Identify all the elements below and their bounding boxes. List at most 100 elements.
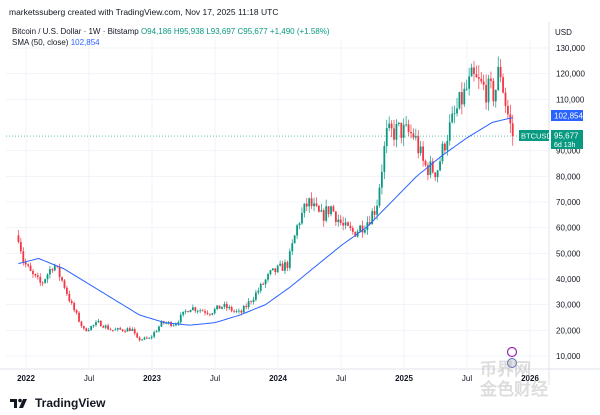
candle: [172, 323, 175, 327]
candle: [102, 324, 105, 329]
candle: [221, 306, 223, 310]
candle: [238, 308, 240, 314]
ticker-badge: BTCUSD: [521, 132, 552, 141]
candle: [276, 264, 279, 273]
candle: [334, 210, 337, 227]
candle: [68, 290, 71, 303]
sma-legend[interactable]: SMA (50, close) 102,854: [12, 38, 100, 47]
time-tick-label: 2023: [143, 374, 161, 383]
candle: [121, 329, 124, 333]
symbol-legend[interactable]: Bitcoin / U.S. Dollar · 1W · Bitstamp O9…: [12, 27, 330, 36]
candle: [252, 296, 255, 305]
time-axis[interactable]: 2022 Jul 2023 Jul 2024 Jul 2025 Jul 2026: [17, 374, 539, 383]
candle: [150, 334, 153, 340]
candle: [308, 197, 311, 213]
candle: [410, 124, 412, 139]
price-tick-label: 30,000: [556, 301, 581, 310]
candles-series: [17, 56, 514, 342]
candle: [412, 128, 415, 141]
candle: [158, 325, 160, 333]
price-tick-label: 130,000: [556, 44, 585, 53]
candle: [92, 324, 95, 329]
candle: [429, 155, 432, 179]
candle: [458, 91, 461, 110]
candle: [378, 183, 381, 208]
candle: [70, 299, 73, 305]
candle: [383, 141, 386, 180]
price-axis[interactable]: 10,000 20,000 30,000 40,000 50,000 60,000 70,0…: [0, 22, 600, 385]
candle: [257, 287, 260, 295]
candle: [390, 120, 393, 138]
candle: [225, 301, 228, 312]
candle: [78, 311, 80, 323]
candle: [354, 231, 357, 238]
candle: [24, 258, 27, 268]
price-badge: 95,677: [554, 132, 579, 141]
candle: [211, 313, 214, 316]
candle: [250, 300, 252, 305]
candle: [427, 162, 429, 181]
candle: [487, 74, 490, 111]
candle: [175, 322, 177, 327]
price-badge-bg: [551, 130, 583, 149]
candle: [296, 223, 298, 239]
candle: [129, 326, 131, 332]
candle: [490, 71, 492, 89]
candle: [313, 197, 315, 212]
candle: [58, 263, 61, 281]
candle: [255, 290, 257, 302]
candle: [456, 97, 458, 117]
candle: [414, 128, 417, 141]
candle: [271, 268, 274, 271]
candle: [485, 74, 487, 110]
candle: [85, 327, 88, 332]
candle: [325, 199, 328, 223]
candle: [90, 325, 93, 331]
candle: [385, 119, 388, 154]
candle: [233, 309, 235, 314]
currency-label[interactable]: USD: [555, 28, 572, 37]
price-tick-label: 80,000: [556, 172, 581, 181]
candle: [206, 310, 209, 316]
candle: [141, 339, 143, 341]
candle: [143, 336, 146, 341]
event-icon: [506, 346, 518, 358]
candle: [36, 272, 39, 280]
candle: [417, 130, 420, 159]
price-tick-label: 20,000: [556, 326, 581, 335]
time-tick-label: Jul: [336, 374, 346, 383]
candle: [133, 327, 136, 336]
candle: [286, 260, 289, 272]
candle: [288, 248, 291, 271]
candle: [492, 77, 495, 107]
price-tick-label: 10,000: [556, 352, 581, 361]
candle: [267, 272, 269, 283]
candle: [95, 320, 97, 327]
candle: [332, 204, 335, 212]
candle: [310, 192, 313, 210]
candle: [235, 309, 238, 314]
candle: [189, 309, 192, 313]
price-tick-label: 70,000: [556, 198, 581, 207]
candle: [41, 281, 44, 287]
candle: [504, 87, 507, 113]
tradingview-brand: TradingView: [35, 396, 106, 410]
candle: [431, 157, 434, 174]
symbol-name: Bitcoin / U.S. Dollar · 1W · Bitstamp: [12, 27, 139, 36]
sma-label: SMA (50, close): [12, 38, 69, 47]
candle: [262, 282, 265, 286]
candle: [184, 309, 187, 315]
price-tick-label: 60,000: [556, 224, 581, 233]
event-icons[interactable]: [506, 346, 518, 368]
candle: [279, 260, 282, 267]
candle: [170, 321, 172, 328]
candle: [342, 216, 345, 231]
sma-line: [18, 117, 513, 326]
candle: [436, 169, 439, 183]
candle: [32, 268, 34, 279]
candle: [208, 313, 211, 317]
candle: [388, 116, 391, 131]
candle: [291, 239, 294, 256]
candle: [73, 301, 76, 313]
